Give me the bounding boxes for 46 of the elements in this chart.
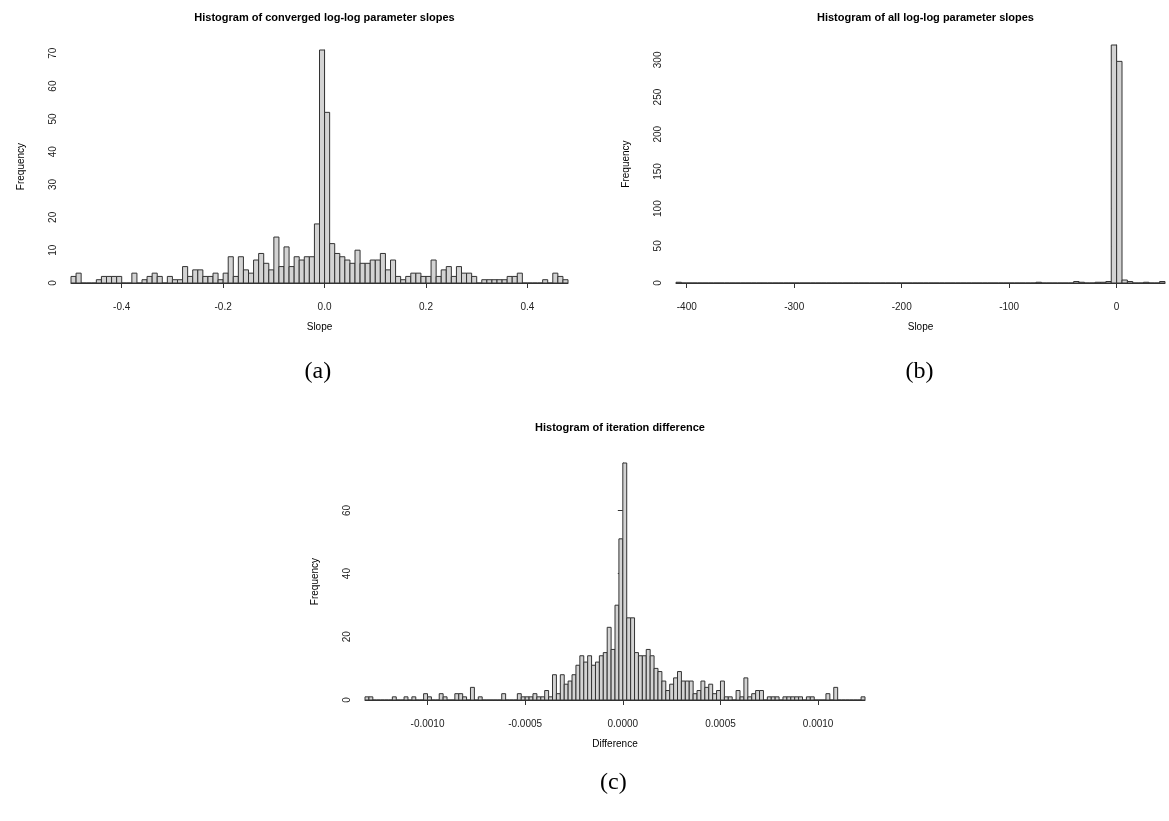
y-tick-label: 60 — [46, 80, 58, 92]
y-axis-title: Frequency — [308, 557, 320, 606]
x-tick-label: -0.0005 — [508, 717, 543, 729]
y-tick-label: 40 — [46, 145, 58, 158]
x-tick-label: 0.0005 — [705, 717, 737, 729]
x-tick-label: -0.4 — [113, 300, 131, 312]
x-tick-label: -400 — [676, 300, 698, 312]
x-tick-label: 0.0000 — [607, 717, 639, 729]
text: (c) — [600, 768, 627, 794]
y-tick-label: 300 — [651, 51, 663, 69]
y-tick-label: 70 — [46, 47, 58, 59]
y-tick-label: 10 — [46, 244, 58, 256]
y-tick-label: 50 — [651, 239, 663, 252]
y-tick-label: 60 — [340, 504, 352, 516]
x-tick-label: 0 — [1113, 300, 1120, 312]
x-tick-label: -200 — [891, 300, 913, 312]
chart-title: Histogram of converged log-log parameter slopes — [194, 10, 455, 23]
x-axis-title: Slope — [907, 320, 934, 332]
y-axis-title: Frequency — [14, 142, 26, 191]
x-tick-label: 0.0 — [317, 300, 332, 312]
y-tick-label: 20 — [340, 630, 352, 643]
x-axis-title: Slope — [306, 320, 333, 332]
y-tick-label: 200 — [651, 125, 663, 143]
text: (a) — [304, 357, 332, 383]
x-tick-label: -100 — [999, 300, 1020, 312]
x-axis-title: Difference — [592, 737, 639, 749]
x-tick-label: 0.4 — [520, 300, 535, 312]
chart-title: Histogram of all log-log parameter slopes — [817, 10, 1034, 23]
y-tick-label: 40 — [340, 567, 352, 580]
y-tick-label: 150 — [651, 162, 663, 180]
x-tick-label: 0.2 — [419, 300, 434, 312]
y-tick-label: 20 — [46, 211, 58, 223]
x-tick-label: -0.2 — [214, 300, 233, 312]
y-axis-title: Frequency — [619, 140, 631, 188]
y-tick-label: 0 — [46, 279, 58, 286]
y-tick-label: 0 — [651, 279, 663, 286]
y-tick-label: 30 — [46, 178, 58, 191]
y-tick-label: 50 — [46, 112, 58, 125]
x-tick-label: 0.0010 — [802, 717, 834, 729]
y-tick-label: 100 — [651, 199, 663, 217]
text: (b) — [905, 357, 934, 383]
x-tick-label: -0.0010 — [410, 717, 445, 729]
chart-title: Histogram of iteration difference — [535, 420, 705, 433]
y-tick-label: 0 — [340, 696, 352, 703]
x-tick-label: -300 — [784, 300, 805, 312]
y-tick-label: 250 — [651, 88, 663, 106]
